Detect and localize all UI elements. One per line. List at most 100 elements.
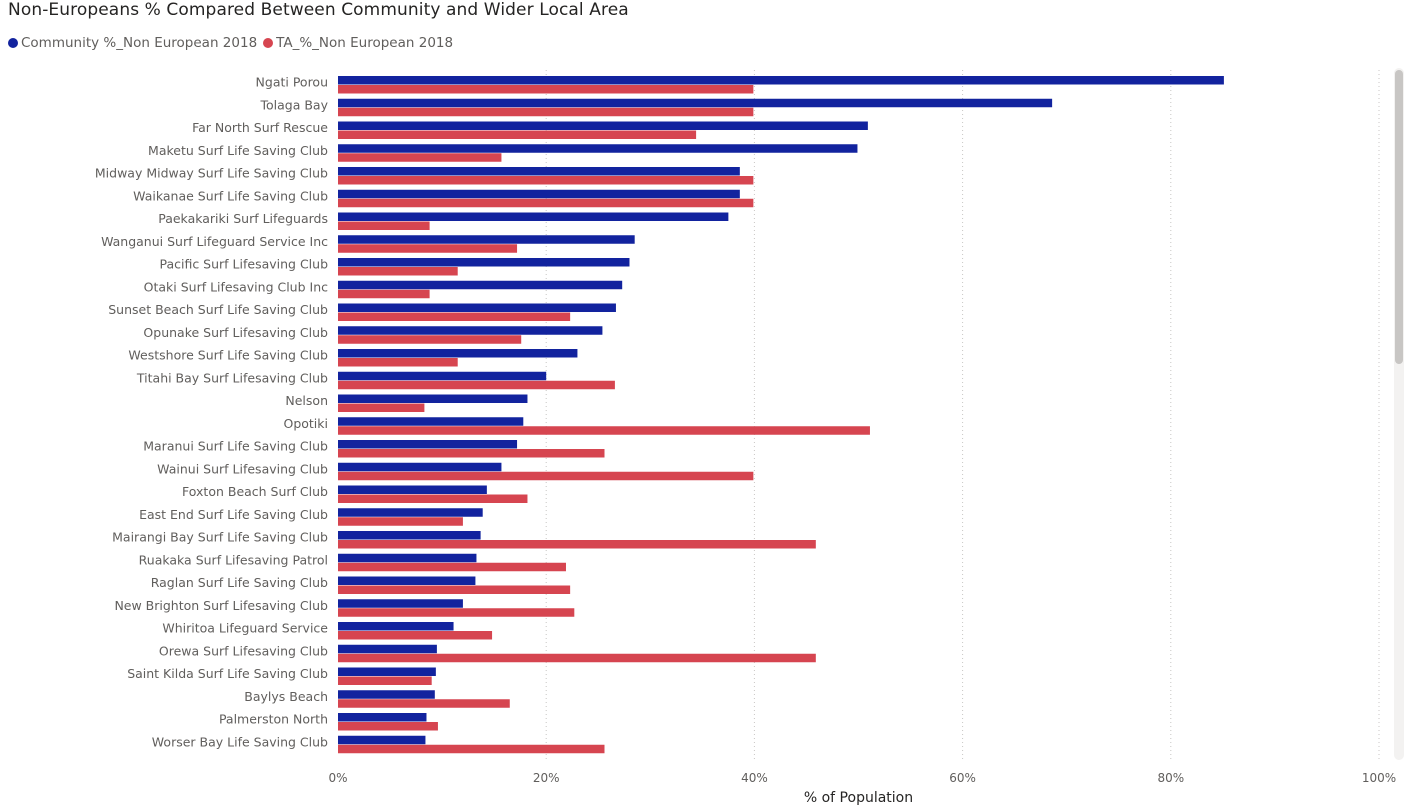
- category-label: Far North Surf Rescue: [192, 120, 328, 135]
- category-label: Opotiki: [283, 416, 328, 431]
- bar-ta[interactable]: East End Surf Life Saving Club — TA_%_No…: [338, 517, 463, 526]
- bar-community[interactable]: Wanganui Surf Lifeguard Service Inc — Co…: [338, 235, 635, 244]
- category-label: Opunake Surf Lifesaving Club: [143, 325, 328, 340]
- bar-ta[interactable]: Waikanae Surf Life Saving Club — TA_%_No…: [338, 198, 754, 208]
- bar-community[interactable]: Waikanae Surf Life Saving Club — Communi…: [338, 189, 740, 199]
- bar-community[interactable]: Raglan Surf Life Saving Club — Community…: [338, 576, 476, 586]
- bar-ta[interactable]: Foxton Beach Surf Club — TA_%_Non Europe…: [338, 494, 528, 504]
- bar-community[interactable]: Otaki Surf Lifesaving Club Inc — Communi…: [338, 280, 623, 290]
- chart-legend: Community %_Non European 2018 TA_%_Non E…: [8, 35, 459, 51]
- bar-ta[interactable]: Paekakariki Surf Lifeguards — TA_%_Non E…: [338, 221, 430, 231]
- bar-ta[interactable]: Westshore Surf Life Saving Club — TA_%_N…: [338, 358, 458, 367]
- bar-ta[interactable]: Maranui Surf Life Saving Club — TA_%_Non…: [338, 449, 605, 458]
- bar-ta[interactable]: New Brighton Surf Lifesaving Club — TA_%…: [338, 608, 575, 617]
- category-label: Saint Kilda Surf Life Saving Club: [127, 666, 328, 681]
- bar-community[interactable]: Wainui Surf Lifesaving Club — Community …: [338, 462, 502, 472]
- bar-community[interactable]: Mairangi Bay Surf Life Saving Club — Com…: [338, 531, 481, 540]
- category-label: New Brighton Surf Lifesaving Club: [114, 598, 328, 613]
- x-tick-label: 60%: [949, 771, 976, 785]
- bar-community[interactable]: Maketu Surf Life Saving Club — Community…: [338, 144, 858, 153]
- bar-ta[interactable]: Baylys Beach — TA_%_Non European 2018: 1…: [338, 699, 510, 708]
- category-label: Worser Bay Life Saving Club: [152, 734, 328, 749]
- x-tick-label: 20%: [533, 771, 560, 785]
- category-label: Palmerston North: [219, 712, 328, 727]
- legend-marker-ta: [263, 38, 274, 48]
- category-label: Sunset Beach Surf Life Saving Club: [108, 302, 328, 317]
- bar-community[interactable]: Ruakaka Surf Lifesaving Patrol — Communi…: [338, 553, 477, 563]
- bar-ta[interactable]: Opotiki — TA_%_Non European 2018: 51.1%: [338, 426, 870, 435]
- legend-item-community[interactable]: Community %_Non European 2018: [8, 35, 257, 51]
- bar-community[interactable]: Opunake Surf Lifesaving Club — Community…: [338, 326, 603, 335]
- category-label: Orewa Surf Lifesaving Club: [159, 643, 328, 658]
- legend-marker-community: [8, 38, 18, 48]
- category-label: Raglan Surf Life Saving Club: [151, 575, 328, 590]
- bar-community[interactable]: Opotiki — Community %_Non European 2018:…: [338, 417, 524, 426]
- bar-ta[interactable]: Midway Midway Surf Life Saving Club — TA…: [338, 176, 754, 185]
- bar-community[interactable]: Pacific Surf Lifesaving Club — Community…: [338, 258, 630, 267]
- x-axis-title: % of Population: [804, 790, 913, 806]
- bar-ta[interactable]: Ngati Porou — TA_%_Non European 2018: 39…: [338, 85, 754, 94]
- bar-community[interactable]: Midway Midway Surf Life Saving Club — Co…: [338, 167, 740, 176]
- category-label: Ruakaka Surf Lifesaving Patrol: [139, 552, 328, 567]
- category-label: Wainui Surf Lifesaving Club: [157, 461, 328, 476]
- bar-community[interactable]: East End Surf Life Saving Club — Communi…: [338, 508, 483, 517]
- bar-community[interactable]: Sunset Beach Surf Life Saving Club — Com…: [338, 303, 616, 313]
- bar-ta[interactable]: Pacific Surf Lifesaving Club — TA_%_Non …: [338, 267, 458, 276]
- chart-title: Non-Europeans % Compared Between Communi…: [8, 0, 629, 20]
- bar-community[interactable]: Worser Bay Life Saving Club — Community …: [338, 735, 426, 745]
- bar-ta[interactable]: Saint Kilda Surf Life Saving Club — TA_%…: [338, 676, 432, 686]
- x-tick-label: 0%: [328, 771, 347, 785]
- bar-community[interactable]: Far North Surf Rescue — Community %_Non …: [338, 121, 868, 131]
- bar-community[interactable]: Palmerston North — Community %_Non Europ…: [338, 713, 427, 722]
- category-label: Waikanae Surf Life Saving Club: [133, 188, 328, 203]
- bar-community[interactable]: Saint Kilda Surf Life Saving Club — Comm…: [338, 667, 436, 677]
- bar-community[interactable]: Baylys Beach — Community %_Non European …: [338, 690, 435, 699]
- scrollbar-track[interactable]: [1394, 68, 1404, 760]
- bar-ta[interactable]: Worser Bay Life Saving Club — TA_%_Non E…: [338, 744, 605, 754]
- bar-ta[interactable]: Opunake Surf Lifesaving Club — TA_%_Non …: [338, 335, 522, 344]
- bar-community[interactable]: Nelson — Community %_Non European 2018: …: [338, 394, 528, 404]
- legend-item-ta[interactable]: TA_%_Non European 2018: [263, 35, 453, 51]
- legend-label-ta: TA_%_Non European 2018: [276, 35, 454, 51]
- scrollbar-thumb[interactable]: [1395, 70, 1403, 364]
- category-label: East End Surf Life Saving Club: [139, 507, 328, 522]
- category-label: Midway Midway Surf Life Saving Club: [95, 166, 328, 181]
- bar-community[interactable]: Maranui Surf Life Saving Club — Communit…: [338, 440, 518, 449]
- category-label: Foxton Beach Surf Club: [182, 484, 328, 499]
- category-label: Ngati Porou: [256, 75, 328, 90]
- bar-ta[interactable]: Palmerston North — TA_%_Non European 201…: [338, 722, 438, 731]
- bar-ta[interactable]: Raglan Surf Life Saving Club — TA_%_Non …: [338, 585, 571, 595]
- category-label: Tolaga Bay: [260, 97, 329, 112]
- bar-ta[interactable]: Whiritoa Lifeguard Service — TA_%_Non Eu…: [338, 631, 493, 640]
- x-tick-label: 80%: [1157, 771, 1184, 785]
- category-label: Westshore Surf Life Saving Club: [128, 348, 328, 363]
- x-tick-label: 100%: [1362, 771, 1396, 785]
- bar-community[interactable]: Westshore Surf Life Saving Club — Commun…: [338, 349, 578, 358]
- bar-ta[interactable]: Far North Surf Rescue — TA_%_Non Europea…: [338, 130, 697, 140]
- bar-ta[interactable]: Wanganui Surf Lifeguard Service Inc — TA…: [338, 244, 518, 253]
- bar-community[interactable]: Paekakariki Surf Lifeguards — Community …: [338, 212, 729, 222]
- category-label: Maketu Surf Life Saving Club: [148, 143, 328, 158]
- bar-ta[interactable]: Orewa Surf Lifesaving Club — TA_%_Non Eu…: [338, 653, 816, 663]
- category-label: Maranui Surf Life Saving Club: [143, 439, 328, 454]
- category-label: Mairangi Bay Surf Life Saving Club: [112, 530, 328, 545]
- category-label: Baylys Beach: [244, 689, 328, 704]
- bar-ta[interactable]: Mairangi Bay Surf Life Saving Club — TA_…: [338, 540, 816, 549]
- bar-community[interactable]: Ngati Porou — Community %_Non European 2…: [338, 76, 1224, 85]
- bar-ta[interactable]: Nelson — TA_%_Non European 2018: 8.3%: [338, 403, 425, 413]
- bar-community[interactable]: Whiritoa Lifeguard Service — Community %…: [338, 622, 454, 631]
- bar-ta[interactable]: Wainui Surf Lifesaving Club — TA_%_Non E…: [338, 471, 754, 481]
- bar-community[interactable]: Orewa Surf Lifesaving Club — Community %…: [338, 644, 437, 654]
- bar-ta[interactable]: Ruakaka Surf Lifesaving Patrol — TA_%_No…: [338, 562, 566, 572]
- bar-community[interactable]: Foxton Beach Surf Club — Community %_Non…: [338, 485, 487, 495]
- bar-ta[interactable]: Maketu Surf Life Saving Club — TA_%_Non …: [338, 153, 502, 162]
- category-label: Nelson: [285, 393, 328, 408]
- bar-community[interactable]: New Brighton Surf Lifesaving Club — Comm…: [338, 599, 463, 608]
- bar-ta[interactable]: Otaki Surf Lifesaving Club Inc — TA_%_No…: [338, 289, 430, 299]
- bar-community[interactable]: Titahi Bay Surf Lifesaving Club — Commun…: [338, 371, 547, 381]
- category-label: Whiritoa Lifeguard Service: [162, 621, 328, 636]
- bar-ta[interactable]: Tolaga Bay — TA_%_Non European 2018: 39.…: [338, 107, 754, 117]
- bar-ta[interactable]: Titahi Bay Surf Lifesaving Club — TA_%_N…: [338, 380, 615, 390]
- bar-community[interactable]: Tolaga Bay — Community %_Non European 20…: [338, 98, 1053, 108]
- bar-ta[interactable]: Sunset Beach Surf Life Saving Club — TA_…: [338, 312, 571, 322]
